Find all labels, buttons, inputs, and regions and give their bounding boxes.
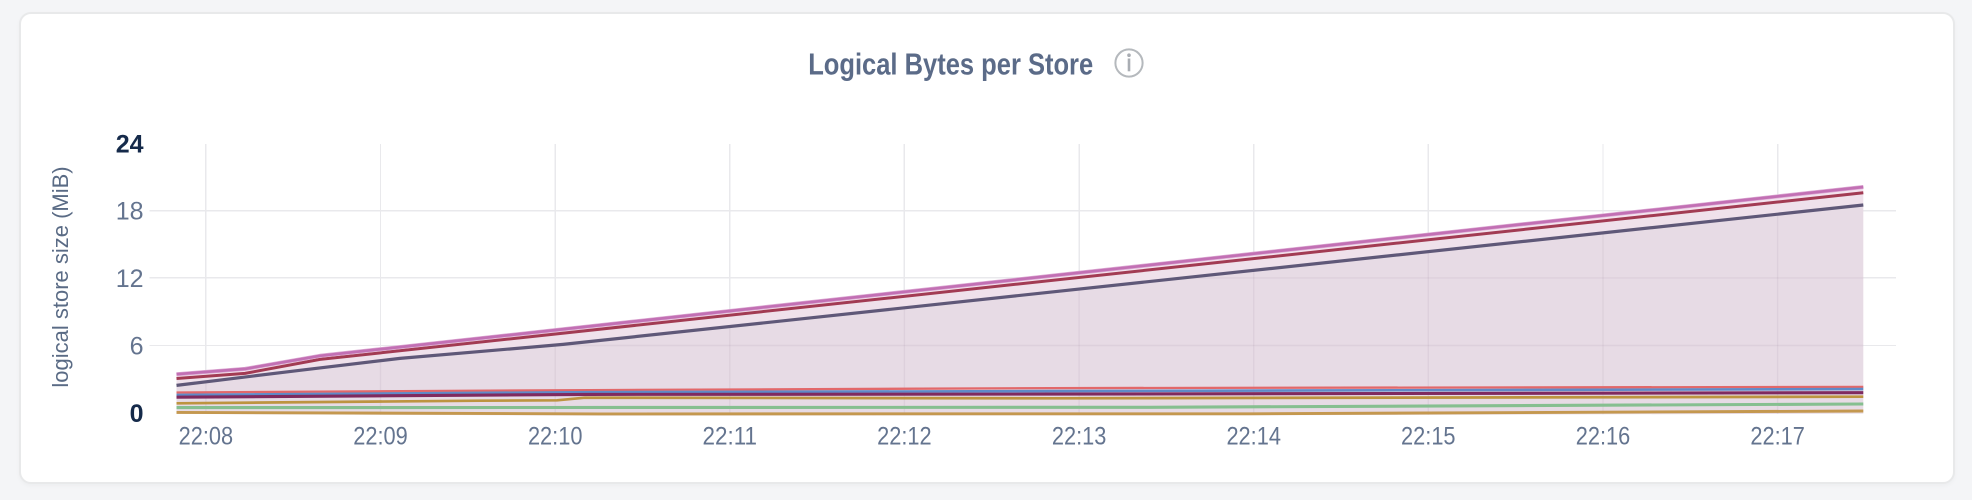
svg-text:Logical Bytes per Store: Logical Bytes per Store: [808, 47, 1093, 82]
svg-text:22:17: 22:17: [1750, 423, 1805, 451]
svg-text:22:15: 22:15: [1401, 423, 1456, 451]
svg-text:12: 12: [116, 265, 144, 293]
svg-text:18: 18: [116, 198, 144, 226]
svg-text:22:13: 22:13: [1052, 423, 1107, 451]
svg-text:24: 24: [116, 131, 144, 159]
svg-text:logical store size (MiB): logical store size (MiB): [48, 166, 73, 387]
svg-text:22:11: 22:11: [703, 423, 758, 451]
svg-text:22:16: 22:16: [1576, 423, 1631, 451]
svg-text:22:08: 22:08: [179, 423, 234, 451]
svg-text:22:09: 22:09: [353, 423, 408, 451]
svg-text:22:12: 22:12: [877, 423, 932, 451]
svg-text:22:10: 22:10: [528, 423, 583, 451]
svg-text:0: 0: [130, 400, 144, 428]
svg-text:6: 6: [130, 333, 144, 361]
svg-text:22:14: 22:14: [1226, 423, 1281, 451]
